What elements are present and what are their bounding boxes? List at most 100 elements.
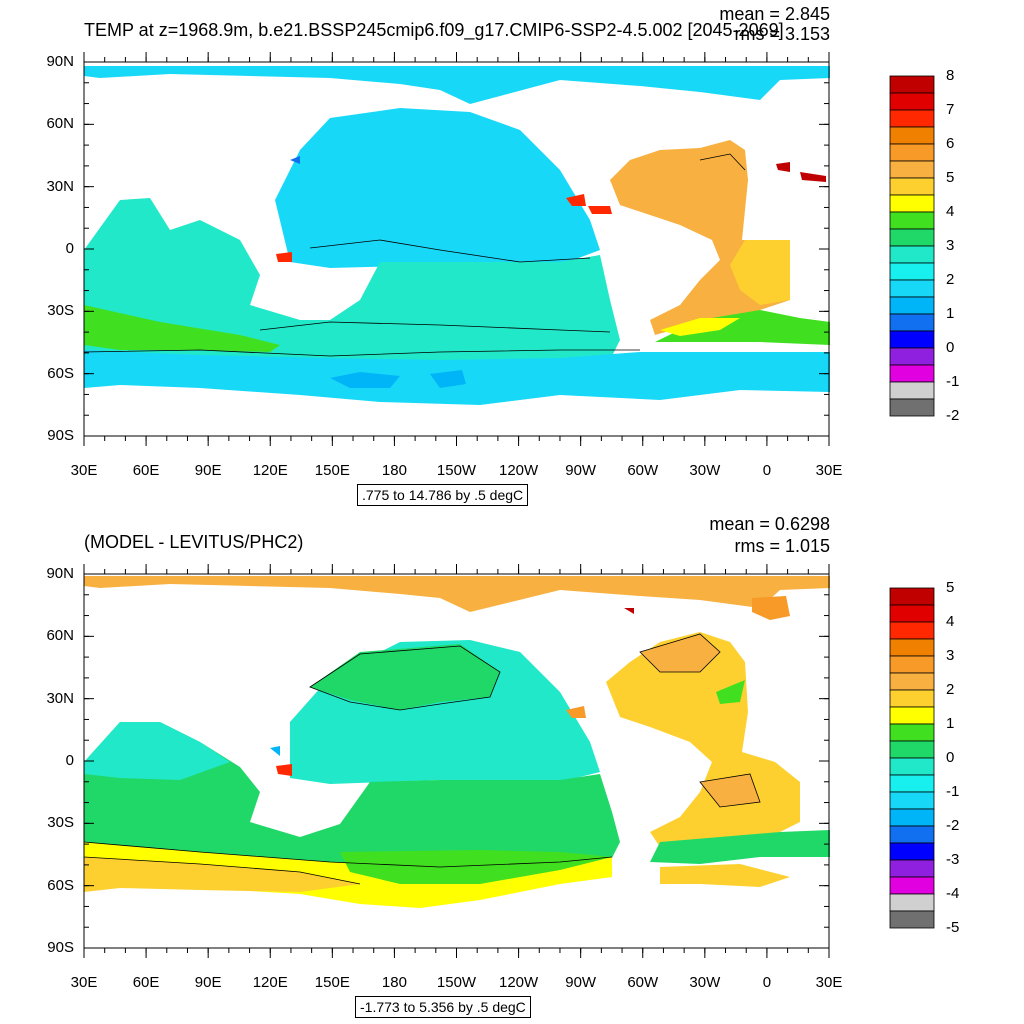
colorbar-swatch (889, 791, 935, 810)
difference-map (83, 564, 830, 958)
latitude-label: 30S (47, 302, 74, 320)
longitude-label: 90E (194, 974, 222, 991)
colorbar-label: 8 (946, 67, 955, 84)
colorbar-label: -3 (946, 851, 960, 868)
colorbar-label: -2 (946, 817, 960, 834)
longitude-label: 180 (381, 974, 407, 991)
contour-lines (83, 153, 746, 357)
colorbar-label: 1 (946, 715, 955, 732)
colorbar-label: 6 (946, 135, 955, 152)
latitude-label: 0 (65, 240, 74, 257)
colorbar-swatch (889, 313, 935, 332)
longitude-label: 90E (194, 462, 222, 479)
latitude-label: 60N (46, 115, 74, 133)
longitude-label: 30E (815, 462, 843, 479)
longitude-label: 120W (498, 974, 539, 991)
colorbar-swatch (889, 143, 935, 162)
colorbar-label: 3 (946, 237, 955, 254)
colorbar-swatch (889, 330, 935, 349)
mean-label: mean = 0.6298 (709, 514, 830, 534)
colorbar-swatch (889, 126, 935, 145)
colorbar-swatch (889, 876, 935, 895)
longitude-label: 0 (762, 974, 772, 991)
longitude-label: 120E (252, 974, 288, 991)
longitude-label: 150E (314, 974, 350, 991)
longitude-label: 30E (815, 974, 843, 991)
colorbar-swatch (889, 706, 935, 725)
colorbar-swatch (889, 228, 935, 247)
colorbar-swatch (889, 672, 935, 691)
longitude-label: 120W (498, 462, 539, 479)
longitude-label: 90W (565, 462, 597, 479)
colorbar-swatch (889, 655, 935, 674)
latitude-label: 60N (46, 627, 74, 645)
longitude-label: 0 (762, 462, 772, 479)
axis-ticks (83, 52, 830, 446)
colorbar-swatch (889, 808, 935, 827)
colorbar-label: 5 (946, 579, 955, 596)
colorbar-label: -1 (946, 783, 960, 800)
longitude-label: 60E (132, 462, 160, 479)
longitude-label: 150W (436, 974, 477, 991)
latitude-label: 60S (47, 364, 74, 382)
colorbar-swatch (889, 740, 935, 759)
colorbar-swatch (889, 774, 935, 793)
colorbar-swatch (889, 604, 935, 623)
colorbar-swatch (889, 893, 935, 912)
colorbar-swatch (889, 723, 935, 742)
longitude-label: 30W (689, 462, 721, 479)
ocean-field (84, 576, 830, 908)
latitude-label: 60S (47, 876, 74, 894)
colorbar-swatch (889, 842, 935, 861)
difference-panel: (MODEL - LEVITUS/PHC2) mean = 0.6298 rms… (0, 512, 1024, 1024)
colorbar-label: -1 (946, 373, 960, 390)
ocean-field (84, 66, 830, 405)
colorbar (889, 587, 935, 929)
colorbar-swatch (889, 638, 935, 657)
colorbar-label: -5 (946, 919, 960, 936)
latitude-label: 30N (46, 689, 74, 707)
colorbar-label: 2 (946, 271, 955, 288)
colorbar-swatch (889, 825, 935, 844)
colorbar-label: 7 (946, 101, 955, 118)
colorbar-label: 0 (946, 339, 955, 356)
colorbar-swatch (889, 364, 935, 383)
latitude-label: 90N (46, 53, 74, 70)
colorbar-swatch (889, 757, 935, 776)
longitude-label: 60W (627, 462, 659, 479)
latitude-label: 90N (46, 565, 74, 582)
colorbar-label: 1 (946, 305, 955, 322)
latitude-label: 30S (47, 814, 74, 832)
mean-label: mean = 2.845 (719, 4, 830, 24)
colorbar-label: 3 (946, 647, 955, 664)
contour-lines (83, 633, 761, 885)
colorbar-swatch (889, 859, 935, 878)
colorbar-swatch (889, 689, 935, 708)
rms-label: rms = 1.015 (734, 536, 830, 556)
colorbar-label: 4 (946, 613, 955, 630)
plot-title: (MODEL - LEVITUS/PHC2) (84, 532, 304, 552)
colorbar-swatch (889, 211, 935, 230)
longitude-label: 150E (314, 462, 350, 479)
colorbar-label: -2 (946, 407, 960, 424)
colorbar (889, 75, 935, 417)
colorbar-swatch (889, 279, 935, 298)
colorbar-swatch (889, 245, 935, 264)
colorbar-swatch (889, 194, 935, 213)
colorbar-swatch (889, 347, 935, 366)
colorbar-swatch (889, 621, 935, 640)
colorbar-swatch (889, 75, 935, 94)
colorbar-label: 2 (946, 681, 955, 698)
longitude-label: 30W (689, 974, 721, 991)
colorbar-label: 5 (946, 169, 955, 186)
longitude-label: 120E (252, 462, 288, 479)
colorbar-label: 0 (946, 749, 955, 766)
colorbar-swatch (889, 910, 935, 929)
colorbar-swatch (889, 109, 935, 128)
colorbar-label: 4 (946, 203, 955, 220)
colorbar-swatch (889, 296, 935, 315)
rms-label: rms = 3.153 (734, 24, 830, 44)
plot-title: TEMP at z=1968.9m, b.e21.BSSP245cmip6.f0… (84, 20, 784, 40)
axis-ticks (83, 564, 830, 958)
latitude-label: 30N (46, 177, 74, 195)
